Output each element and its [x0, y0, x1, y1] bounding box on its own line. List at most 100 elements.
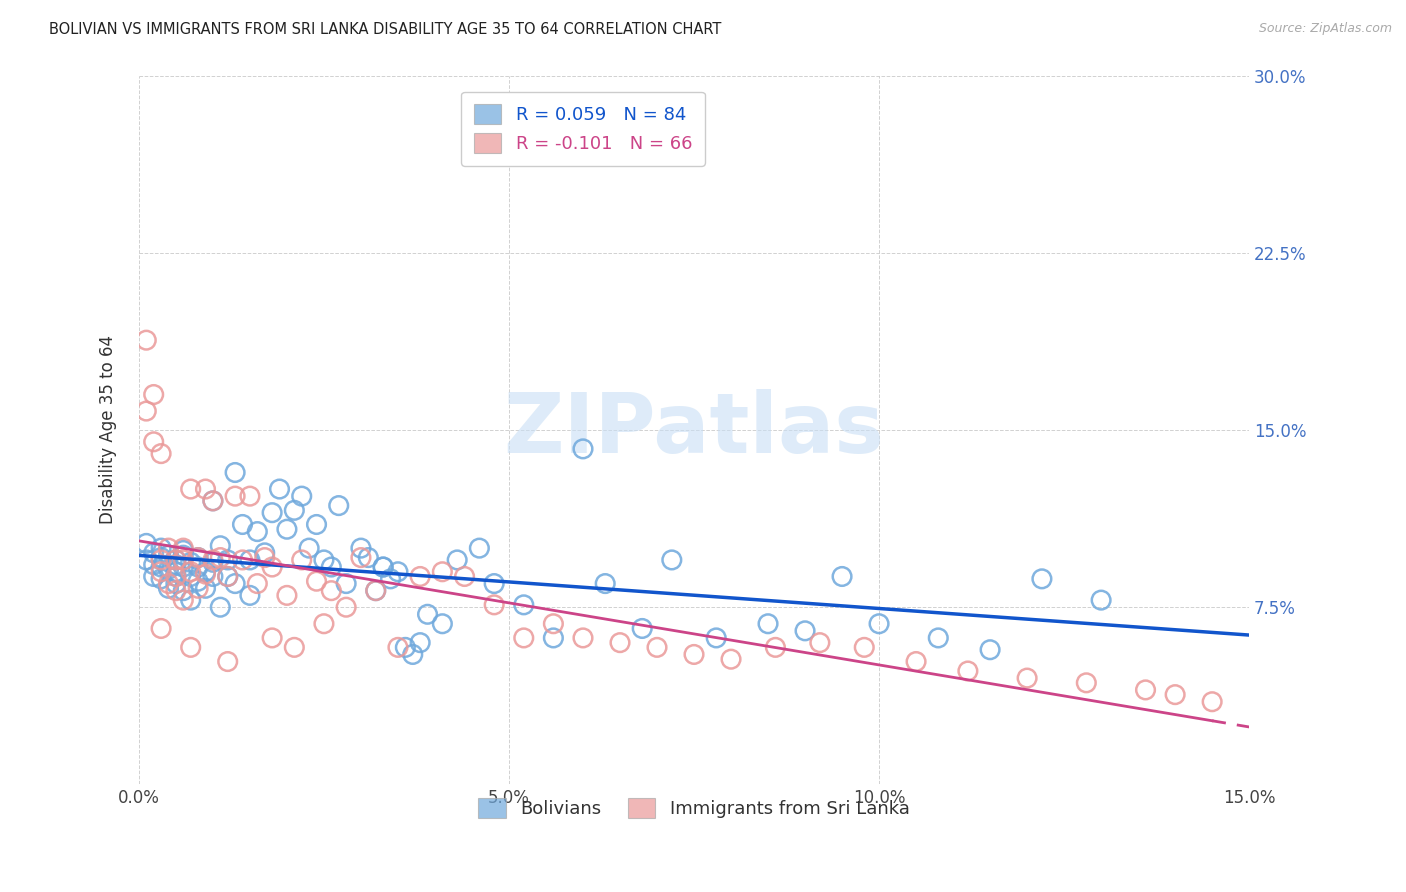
Point [513, 631, 536, 645]
Point [135, 536, 157, 550]
Point [224, 489, 246, 503]
Point [262, 631, 284, 645]
Point [979, 642, 1001, 657]
Point [1017, 671, 1039, 685]
Text: BOLIVIAN VS IMMIGRANTS FROM SRI LANKA DISABILITY AGE 35 TO 64 CORRELATION CHART: BOLIVIAN VS IMMIGRANTS FROM SRI LANKA DI… [49, 22, 721, 37]
Point [394, 640, 416, 655]
Point [246, 576, 269, 591]
Point [956, 664, 979, 678]
Point [298, 541, 321, 555]
Point [276, 522, 298, 536]
Point [157, 548, 180, 562]
Point [246, 524, 269, 539]
Point [645, 640, 668, 655]
Point [150, 622, 173, 636]
Point [409, 635, 432, 649]
Point [165, 565, 187, 579]
Point [165, 583, 187, 598]
Point [305, 574, 328, 589]
Point [831, 569, 853, 583]
Point [335, 600, 357, 615]
Point [291, 553, 314, 567]
Point [135, 404, 157, 418]
Point [142, 558, 165, 572]
Point [142, 546, 165, 560]
Point [142, 387, 165, 401]
Point [217, 569, 239, 583]
Point [1164, 688, 1187, 702]
Point [180, 569, 202, 583]
Point [150, 560, 173, 574]
Y-axis label: Disability Age 35 to 64: Disability Age 35 to 64 [100, 335, 117, 524]
Point [180, 555, 202, 569]
Point [150, 572, 173, 586]
Point [180, 640, 202, 655]
Point [165, 569, 187, 583]
Point [609, 635, 631, 649]
Point [373, 560, 395, 574]
Point [1201, 695, 1223, 709]
Point [157, 541, 180, 555]
Legend: Bolivians, Immigrants from Sri Lanka: Bolivians, Immigrants from Sri Lanka [471, 790, 917, 825]
Point [201, 569, 224, 583]
Point [239, 588, 262, 602]
Point [135, 553, 157, 567]
Point [373, 560, 395, 574]
Point [165, 558, 187, 572]
Point [704, 631, 727, 645]
Point [165, 576, 187, 591]
Point [364, 583, 387, 598]
Point [794, 624, 817, 638]
Point [927, 631, 949, 645]
Point [364, 583, 387, 598]
Point [808, 635, 831, 649]
Point [194, 565, 217, 579]
Point [201, 555, 224, 569]
Point [172, 560, 194, 574]
Point [142, 569, 165, 583]
Point [409, 569, 432, 583]
Point [239, 553, 262, 567]
Point [276, 588, 298, 602]
Point [180, 593, 202, 607]
Point [593, 576, 616, 591]
Point [357, 550, 380, 565]
Point [335, 576, 357, 591]
Point [165, 553, 187, 567]
Point [172, 548, 194, 562]
Point [231, 517, 253, 532]
Point [468, 541, 491, 555]
Point [269, 482, 291, 496]
Point [142, 434, 165, 449]
Point [446, 553, 468, 567]
Point [187, 550, 209, 565]
Point [157, 582, 180, 596]
Point [631, 622, 654, 636]
Point [217, 553, 239, 567]
Point [150, 447, 173, 461]
Point [165, 569, 187, 583]
Point [380, 572, 402, 586]
Point [209, 600, 232, 615]
Point [432, 616, 454, 631]
Point [905, 655, 928, 669]
Point [756, 616, 779, 631]
Point [572, 442, 595, 456]
Point [453, 569, 475, 583]
Text: Source: ZipAtlas.com: Source: ZipAtlas.com [1258, 22, 1392, 36]
Point [201, 494, 224, 508]
Point [209, 539, 232, 553]
Point [187, 574, 209, 589]
Text: ZIPatlas: ZIPatlas [503, 390, 884, 470]
Point [305, 517, 328, 532]
Point [194, 567, 217, 582]
Point [683, 648, 706, 662]
Point [350, 550, 373, 565]
Point [1090, 593, 1112, 607]
Point [328, 499, 350, 513]
Point [172, 553, 194, 567]
Point [853, 640, 876, 655]
Point [157, 562, 180, 576]
Point [720, 652, 742, 666]
Point [209, 550, 232, 565]
